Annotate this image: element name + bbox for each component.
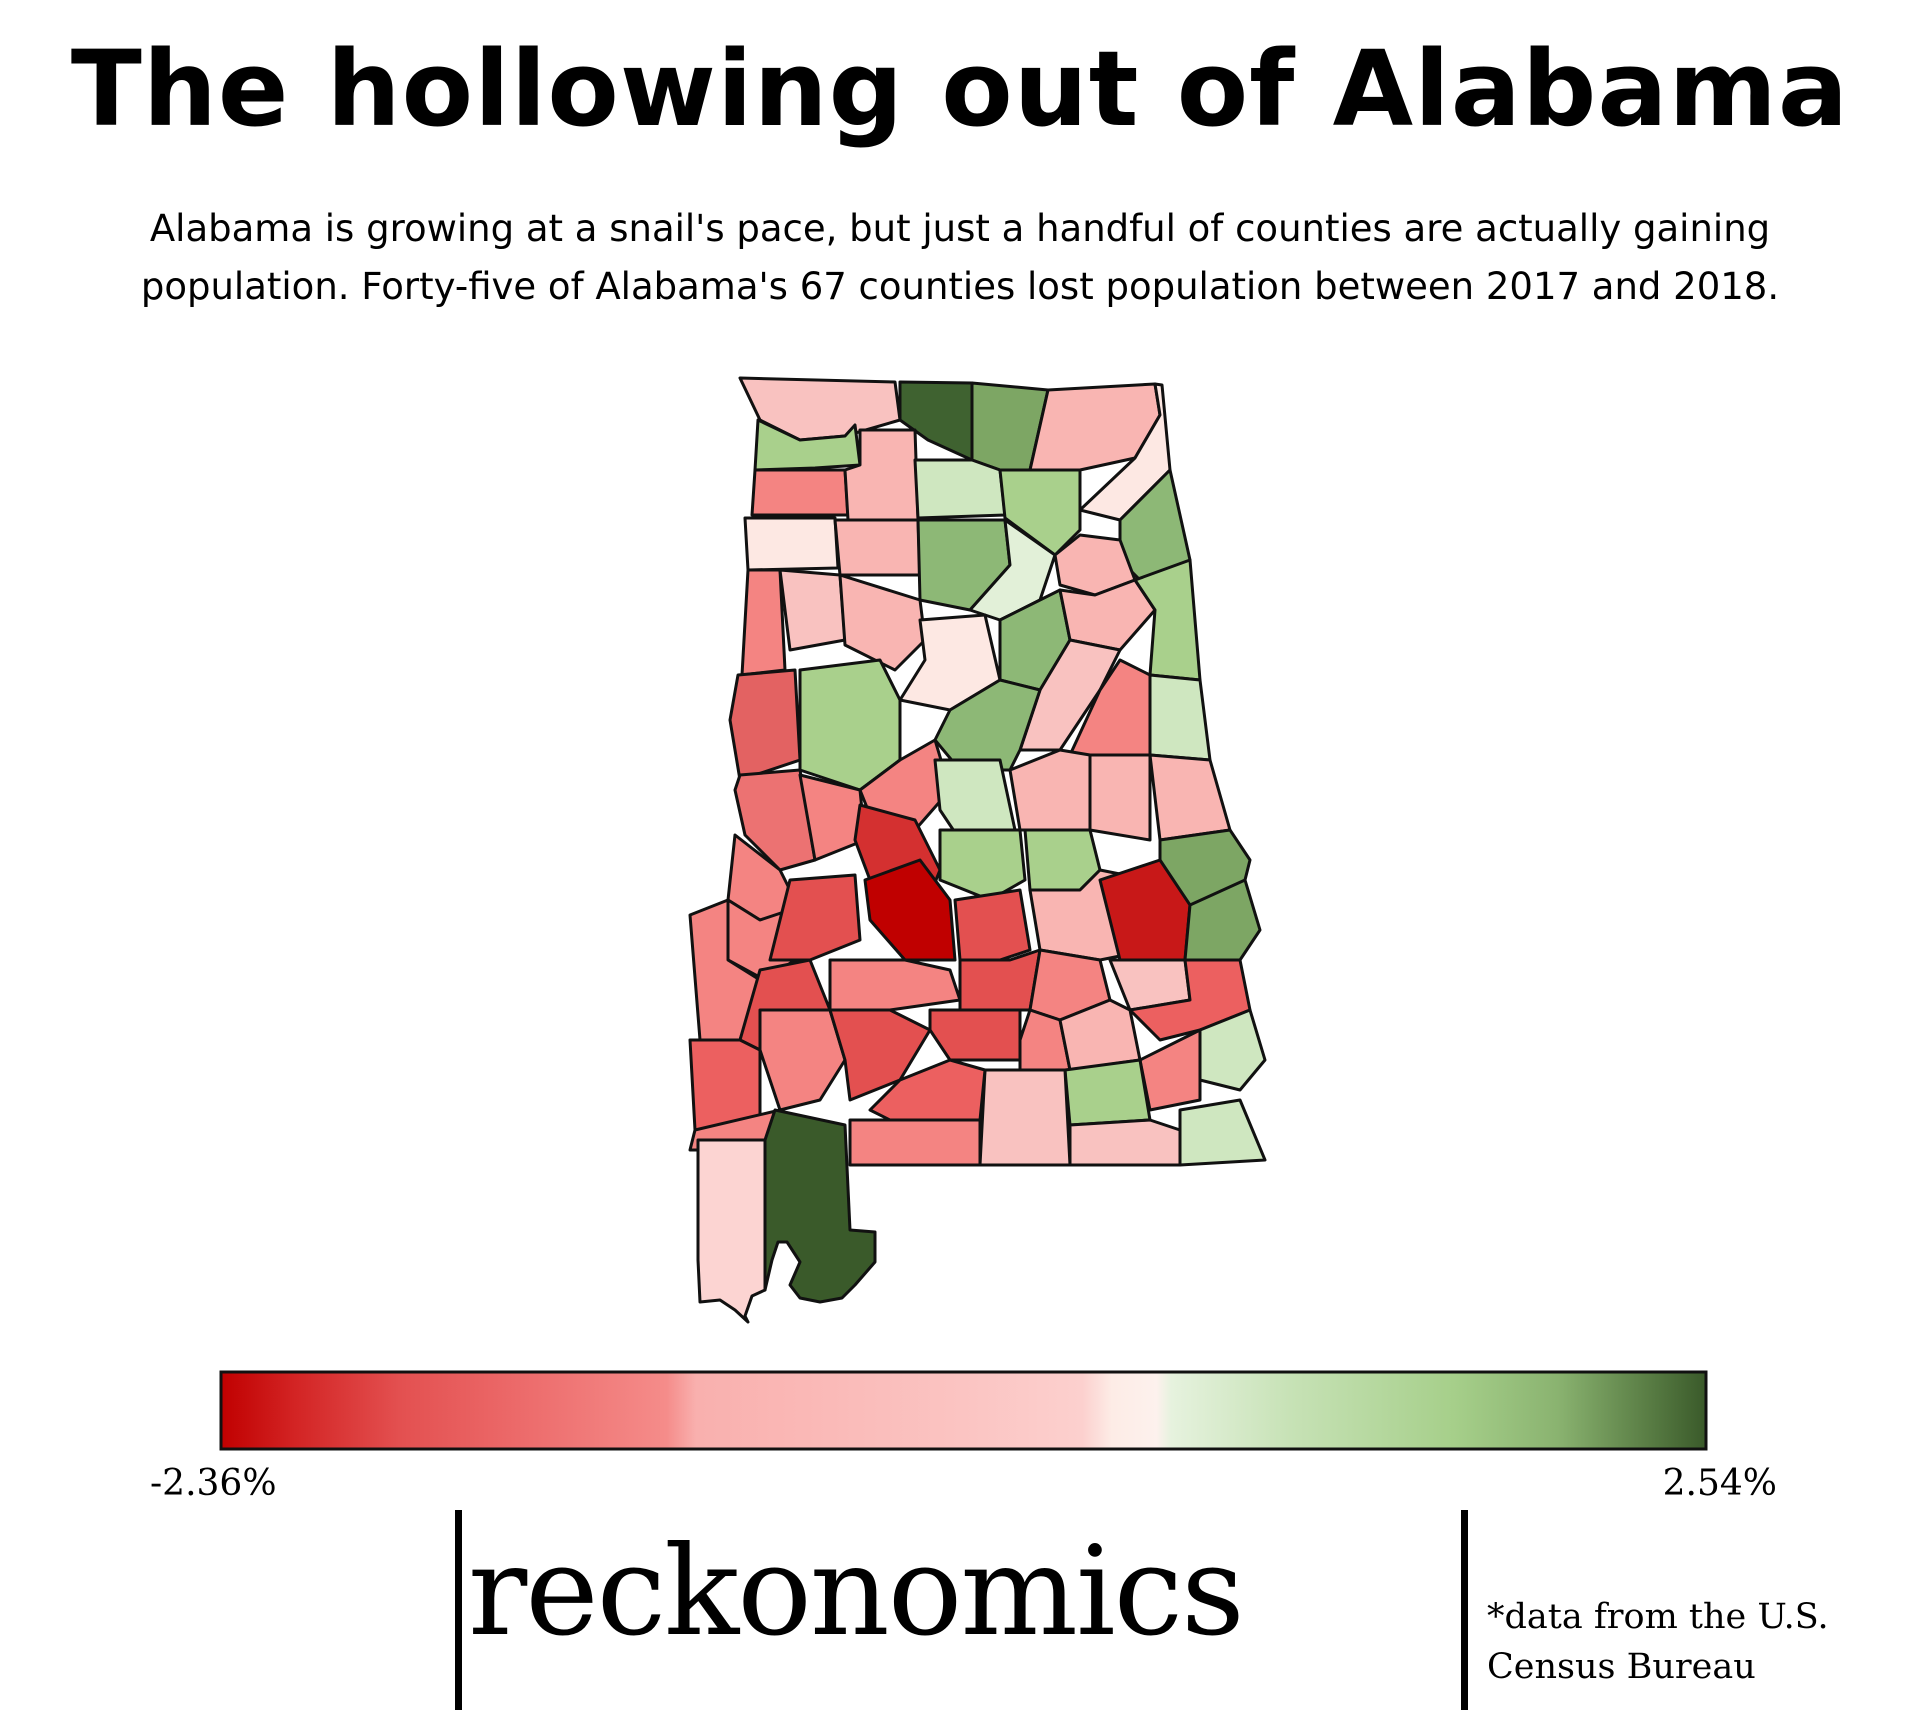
subtitle-line-2: population. Forty-five of Alabama's 67 c… (140, 265, 1780, 308)
source-line-2: Census Bureau (1487, 1647, 1756, 1687)
page-title: The hollowing out of Alabama (70, 28, 1850, 150)
county-region (1178, 1098, 1267, 1167)
county-region (958, 948, 1042, 1012)
county-region (740, 568, 787, 677)
county-regions (688, 376, 1267, 1324)
county-region (1128, 958, 1252, 1042)
scale-min-label: -2.36% (150, 1463, 277, 1504)
source-note: *data from the U.S. Census Bureau (1487, 1592, 1907, 1692)
county-region (763, 1108, 877, 1304)
county-region (1148, 753, 1232, 842)
county-region (688, 1038, 762, 1132)
county-region (978, 1068, 1072, 1167)
county-region (913, 458, 1007, 520)
county-region (1068, 1118, 1182, 1167)
county-region (728, 668, 802, 782)
brand-divider-right (1461, 1510, 1468, 1710)
county-region (1078, 382, 1172, 522)
county-region (1138, 1028, 1202, 1112)
county-region (998, 468, 1082, 557)
brand-logo: reckonomics (468, 1520, 1245, 1664)
county-region (1088, 753, 1152, 842)
county-region (1063, 1058, 1152, 1127)
county-region (768, 873, 862, 962)
brand-divider-left (455, 1510, 462, 1710)
source-line-1: *data from the U.S. (1487, 1597, 1829, 1637)
county-region (933, 758, 1017, 842)
county-region (1118, 468, 1192, 592)
county-region (1183, 878, 1262, 962)
county-region (1008, 748, 1092, 832)
county-region (758, 1008, 847, 1112)
county-region (898, 380, 974, 462)
county-region (933, 678, 1042, 772)
subtitle: Alabama is growing at a snail's pace, bu… (20, 200, 1900, 316)
county-region (938, 828, 1027, 902)
county-region (928, 1008, 1022, 1062)
county-region (828, 958, 962, 1012)
county-region (848, 1118, 982, 1167)
county-region (838, 573, 927, 672)
county-region (1058, 998, 1142, 1072)
scale-max-label: 2.54% (1662, 1463, 1777, 1504)
color-scale-bar (219, 1370, 1708, 1451)
county-region (696, 1138, 767, 1324)
county-region (750, 468, 850, 517)
county-region (1148, 673, 1212, 762)
county-region (778, 568, 847, 652)
subtitle-line-1: Alabama is growing at a snail's pace, bu… (149, 207, 1771, 250)
county-region (953, 888, 1032, 962)
county-region (863, 858, 957, 962)
county-region (743, 516, 840, 572)
county-region (833, 518, 922, 577)
